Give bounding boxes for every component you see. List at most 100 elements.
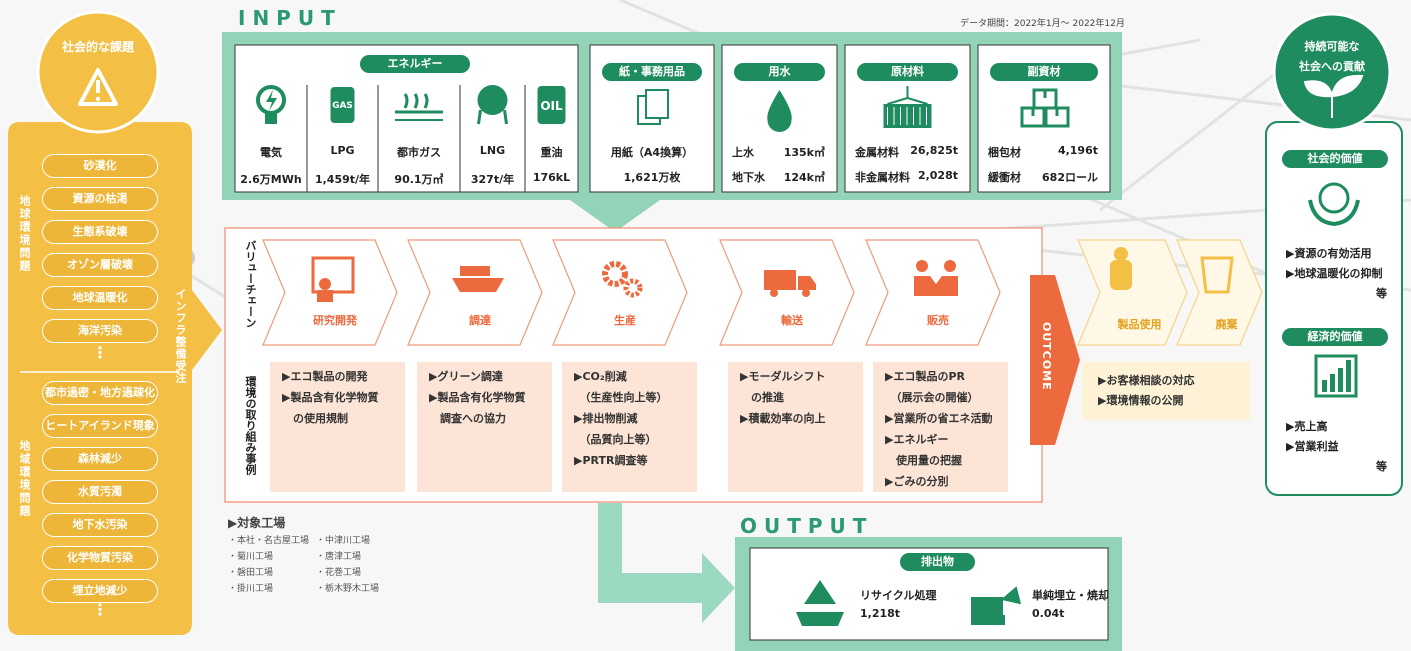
activity-line: の推進 [740, 389, 784, 405]
value-item: ▶資源の有効活用 [1286, 245, 1371, 261]
ship-cargo [460, 266, 490, 276]
activity-line: 調査への協力 [429, 410, 506, 426]
factories-title: ▶対象工場 [228, 514, 285, 531]
more-mark: ⋮ [42, 600, 158, 619]
input-label: 非金属材料 [855, 169, 910, 185]
contribution-title: 持続可能な [1272, 38, 1392, 54]
value-chain-label: バリューチェーン [242, 240, 258, 328]
input-value: 2,028t [918, 169, 958, 182]
icon-text: GAS [328, 101, 358, 111]
issue-item: 生態系破壊 [42, 220, 158, 244]
wheel [770, 289, 778, 297]
issue-item: オゾン層破壊 [42, 253, 158, 277]
output-arrow [598, 503, 735, 623]
issue-item: 砂漠化 [42, 154, 158, 178]
input-value: 124k㎥ [784, 169, 825, 185]
energy-label: 都市ガス [378, 144, 460, 160]
activity-line: ▶PRTR調査等 [574, 452, 647, 468]
issue-item: ヒートアイランド現象 [42, 414, 158, 438]
bulb-base [265, 114, 277, 124]
network-line [1100, 70, 1280, 210]
outcome-box [1082, 362, 1250, 420]
chart-bar [1338, 368, 1343, 392]
stage-name: 調達 [418, 312, 542, 328]
ship-icon [452, 278, 504, 292]
energy-label: 電気 [235, 144, 307, 160]
rd-icon [313, 258, 353, 292]
rd-body [317, 290, 333, 302]
input-row: 用紙（A4換算） [590, 144, 714, 160]
energy-value: 90.1万㎥ [378, 171, 460, 187]
issue-item: 地下水汚染 [42, 513, 158, 537]
energy-label: LNG [460, 144, 525, 157]
infographic: 社会的な課題インフラ整備受注地球環境問題砂漠化資源の枯渇生態系破壊オゾン層破壊地… [0, 0, 1411, 651]
outcome-title: OUTCOME [1040, 322, 1053, 391]
contribution-title: 社会への貢献 [1272, 58, 1392, 74]
input-value: 135k㎥ [784, 144, 825, 160]
energy-value: 1,459t/年 [307, 171, 378, 187]
lng-tank [478, 85, 508, 115]
outcome-stage: 製品使用 [1092, 316, 1187, 332]
pill-header: 排出物 [900, 553, 975, 571]
input-value: 682ロール [1042, 169, 1098, 185]
value-item: ▶地球温暖化の抑制 [1286, 265, 1382, 281]
issue-item: 都市過密・地方過疎化 [42, 381, 158, 405]
pill-header: 紙・事務用品 [602, 63, 702, 81]
more-mark: ⋮ [42, 343, 158, 362]
rd-person [319, 278, 331, 290]
factory: ・花巻工場 [316, 565, 361, 578]
activity-line: ▶排出物削減 [574, 410, 637, 426]
value-item: ▶営業利益 [1286, 438, 1338, 454]
activity-line: ▶エコ製品のPR [885, 368, 965, 384]
pill-header: 副資材 [990, 63, 1098, 81]
energy-value: 327t/年 [460, 171, 525, 187]
data-period: データ期間：2022年1月～ 2022年12月 [960, 16, 1125, 29]
input-label: 金属材料 [855, 144, 899, 160]
outcome-stage: 廃棄 [1191, 316, 1262, 332]
activity-line: ▶製品含有化学物質 [282, 389, 378, 405]
issue-item: 海洋汚染 [42, 319, 158, 343]
issue-item: 化学物質汚染 [42, 546, 158, 570]
value-item: ▶売上高 [1286, 418, 1327, 434]
input-arrow [570, 200, 660, 232]
factory: ・唐津工場 [316, 549, 361, 562]
activity-line: ▶積載効率の向上 [740, 410, 825, 426]
input-title: INPUT [238, 6, 342, 30]
activity-line: ▶モーダルシフト [740, 368, 825, 384]
input-label: 上水 [732, 144, 754, 160]
pill-header: 用水 [734, 63, 825, 81]
activity-line: の使用規制 [282, 410, 348, 426]
paper-icon2 [646, 90, 668, 118]
pill-header: エネルギー [360, 55, 470, 73]
input-label: 梱包材 [988, 144, 1021, 160]
stage-name: 販売 [876, 312, 1000, 328]
output-value: 1,218t [860, 607, 900, 620]
input-value: 4,196t [1058, 144, 1098, 157]
factory: ・掛川工場 [228, 581, 273, 594]
activity-line: ▶CO₂削減 [574, 368, 627, 384]
truck-box [764, 270, 796, 290]
pill-header: 社会的価値 [1282, 150, 1388, 168]
activity-line: ▶ごみの分別 [885, 473, 948, 489]
user-head [1114, 247, 1128, 261]
activity-line: （生産性向上等） [574, 389, 668, 405]
energy-label: LPG [307, 144, 378, 157]
group-label: 地球環境問題 [16, 195, 32, 273]
chart-bar [1346, 360, 1351, 392]
issues-title: 社会的な課題 [38, 38, 158, 55]
issue-item: 資源の枯渇 [42, 187, 158, 211]
activity-line: （品質向上等） [574, 431, 657, 447]
value-note: 等 [1376, 458, 1387, 474]
activity-line: ▶製品含有化学物質 [429, 389, 525, 405]
stage-name: 研究開発 [273, 312, 397, 328]
activity-line: ▶エネルギー [885, 431, 948, 447]
energy-value: 176kL [525, 171, 578, 184]
output-title: OUTPUT [740, 514, 873, 538]
input-row: 1,621万枚 [590, 169, 714, 185]
energy-value: 2.6万MWh [235, 171, 307, 187]
icon-text: OIL [537, 99, 567, 113]
activities-label: 環境の取り組み事例 [242, 376, 258, 475]
pill-header: 原材料 [857, 63, 958, 81]
stage-name: 生産 [563, 312, 687, 328]
chart-bar [1330, 374, 1335, 392]
